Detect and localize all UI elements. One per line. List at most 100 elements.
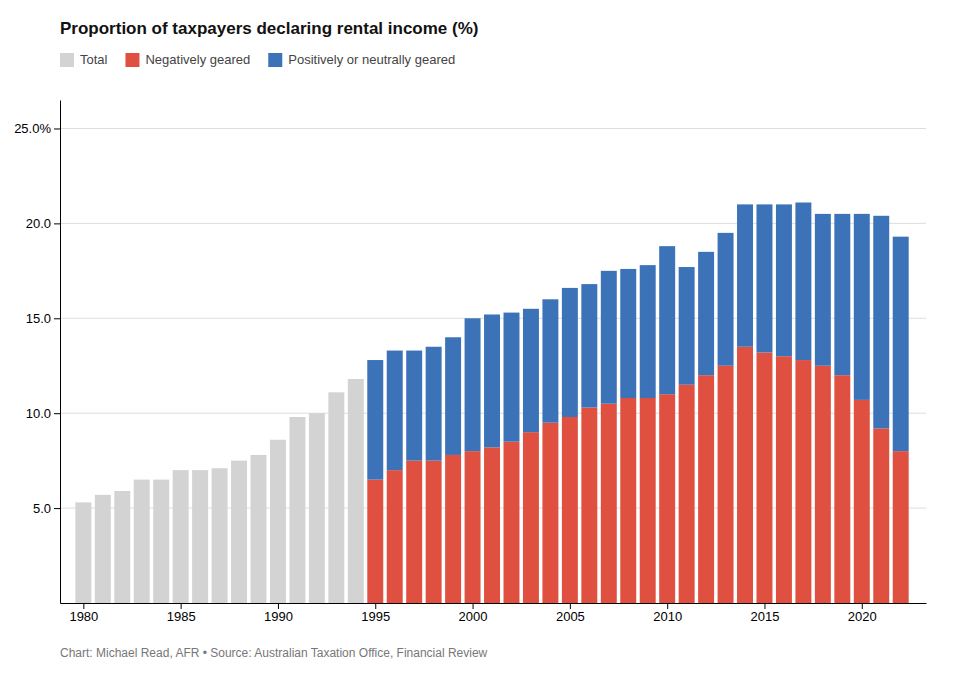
bar bbox=[231, 461, 247, 603]
x-axis-line bbox=[61, 603, 927, 604]
x-tick-label: 2005 bbox=[556, 609, 585, 624]
bar bbox=[659, 394, 675, 603]
y-tick: 20.0 bbox=[26, 216, 60, 231]
y-tick: 15.0 bbox=[26, 311, 60, 326]
bar bbox=[309, 413, 325, 603]
bar bbox=[504, 313, 520, 442]
bar bbox=[620, 398, 636, 603]
bar bbox=[834, 375, 850, 603]
x-tick: 2000 bbox=[459, 603, 488, 624]
x-tick-mark bbox=[764, 603, 765, 609]
bar bbox=[601, 271, 617, 404]
footer-note: Chart: Michael Read, AFR • Source: Austr… bbox=[60, 646, 488, 660]
bar bbox=[679, 267, 695, 385]
bar bbox=[756, 204, 772, 352]
x-tick: 2020 bbox=[848, 603, 877, 624]
bar bbox=[173, 470, 189, 603]
x-tick: 1985 bbox=[167, 603, 196, 624]
legend-item: Positively or neutrally geared bbox=[268, 52, 455, 67]
legend-label: Total bbox=[80, 52, 108, 67]
bar bbox=[795, 360, 811, 603]
bar bbox=[562, 288, 578, 417]
bar bbox=[601, 404, 617, 603]
bar bbox=[406, 461, 422, 603]
bar bbox=[640, 398, 656, 603]
bar bbox=[114, 491, 130, 603]
x-tick: 2010 bbox=[653, 603, 682, 624]
bar bbox=[815, 214, 831, 366]
legend-swatch bbox=[268, 53, 282, 67]
bar bbox=[562, 417, 578, 603]
bar bbox=[581, 407, 597, 603]
x-tick: 2005 bbox=[556, 603, 585, 624]
bar bbox=[270, 440, 286, 603]
y-tick-mark bbox=[54, 318, 60, 319]
bar bbox=[289, 417, 305, 603]
bar bbox=[426, 347, 442, 461]
x-tick-mark bbox=[83, 603, 84, 609]
bar bbox=[328, 392, 344, 603]
bar bbox=[718, 366, 734, 603]
bar bbox=[756, 352, 772, 603]
bar bbox=[153, 480, 169, 603]
bar bbox=[367, 480, 383, 603]
bar bbox=[465, 318, 481, 451]
x-tick-label: 1990 bbox=[264, 609, 293, 624]
y-tick-label: 5.0 bbox=[33, 501, 51, 516]
x-axis: 1980 1985 1990 1995 2000 2005 2010 2015 2020 bbox=[61, 603, 927, 624]
x-tick-mark bbox=[375, 603, 376, 609]
bar bbox=[445, 455, 461, 603]
y-tick-label: 15.0 bbox=[26, 311, 51, 326]
x-tick-label: 2020 bbox=[848, 609, 877, 624]
bar bbox=[134, 480, 150, 603]
x-tick-label: 1995 bbox=[361, 609, 390, 624]
x-tick-label: 1985 bbox=[167, 609, 196, 624]
bar bbox=[387, 470, 403, 603]
bar bbox=[620, 269, 636, 398]
bar bbox=[348, 379, 364, 603]
bar bbox=[406, 351, 422, 461]
bar bbox=[367, 360, 383, 480]
y-tick-label: 20.0 bbox=[26, 216, 51, 231]
bar bbox=[776, 204, 792, 356]
x-tick-mark bbox=[473, 603, 474, 609]
bar bbox=[873, 428, 889, 603]
x-tick: 1995 bbox=[361, 603, 390, 624]
y-tick-label: 10.0 bbox=[26, 406, 51, 421]
x-tick: 2015 bbox=[751, 603, 780, 624]
y-tick: 25.0% bbox=[14, 121, 60, 136]
bar bbox=[95, 495, 111, 603]
bar bbox=[776, 356, 792, 603]
x-tick-label: 1980 bbox=[69, 609, 98, 624]
legend-item: Negatively geared bbox=[125, 52, 250, 67]
bar bbox=[426, 461, 442, 603]
chart-title: Proportion of taxpayers declaring rental… bbox=[60, 19, 478, 38]
bar bbox=[542, 299, 558, 422]
y-tick: 10.0 bbox=[26, 406, 60, 421]
y-tick-mark bbox=[54, 413, 60, 414]
legend-swatch bbox=[125, 53, 139, 67]
bar bbox=[523, 309, 539, 432]
y-axis-line bbox=[60, 101, 61, 604]
bar bbox=[192, 470, 208, 603]
plot-area: 1980 1985 1990 1995 2000 2005 2010 2015 2020 5.0 1… bbox=[14, 101, 926, 625]
legend-label: Negatively geared bbox=[145, 52, 250, 67]
bar bbox=[698, 252, 714, 375]
x-tick-mark bbox=[181, 603, 182, 609]
bar bbox=[737, 204, 753, 346]
bar bbox=[737, 347, 753, 603]
x-tick: 1990 bbox=[264, 603, 293, 624]
bar bbox=[212, 468, 228, 603]
legend: Total Negatively geared Positively or neut… bbox=[60, 52, 455, 67]
bar bbox=[542, 423, 558, 603]
bar bbox=[251, 455, 267, 603]
bar bbox=[795, 202, 811, 360]
x-tick-mark bbox=[862, 603, 863, 609]
legend-label: Positively or neutrally geared bbox=[288, 52, 455, 67]
y-axis: 5.0 10.0 15.0 20.0 25.0% bbox=[14, 101, 60, 604]
bar bbox=[854, 400, 870, 603]
bar bbox=[581, 284, 597, 407]
bar bbox=[893, 237, 909, 451]
chart-svg: Proportion of taxpayers declaring rental… bbox=[0, 0, 956, 673]
bar bbox=[659, 246, 675, 394]
